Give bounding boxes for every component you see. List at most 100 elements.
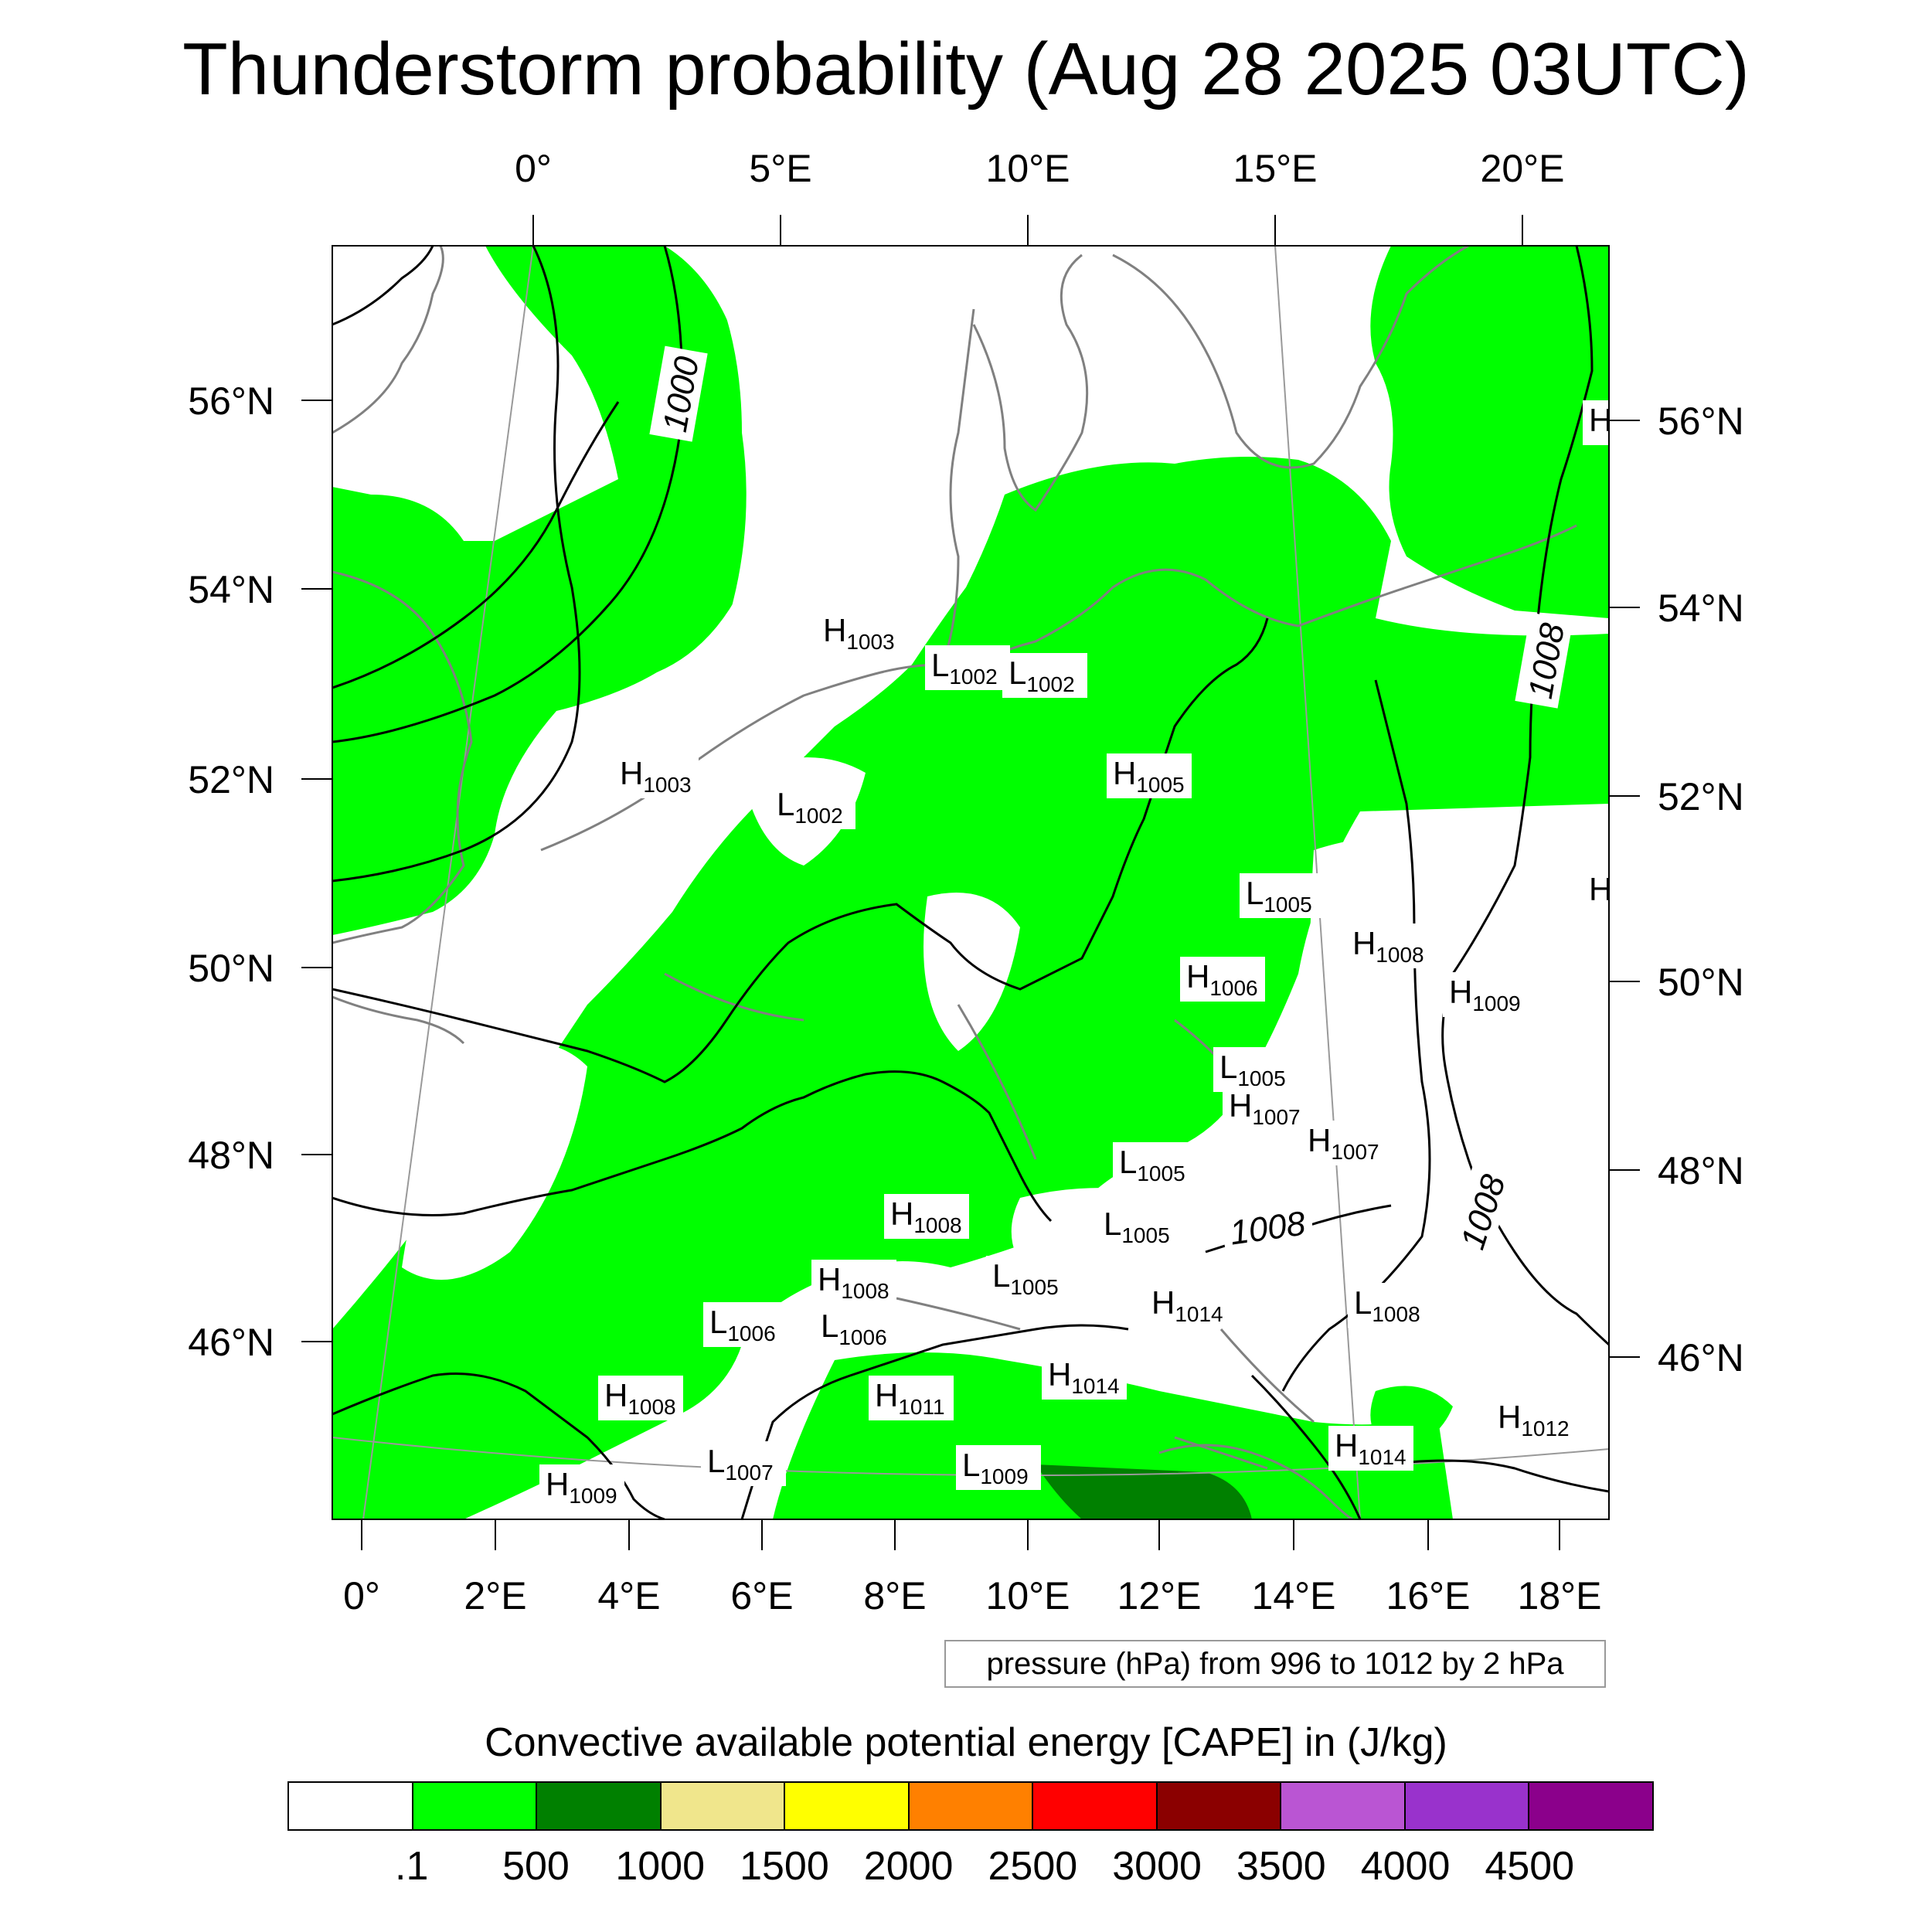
high-pressure-label: H1005 (1107, 753, 1192, 798)
high-pressure-label: H1014 (1042, 1355, 1127, 1400)
low-pressure-label: L1006 (703, 1302, 788, 1347)
colorbar-label: 3500 (1236, 1844, 1326, 1889)
bottom-axis-labels: 0° 2°E 4°E 6°E 8°E 10°E 12°E 14°E 16°E 1… (343, 1574, 1601, 1617)
bottom-tick-label: 2°E (464, 1574, 526, 1617)
label-backdrop (1213, 1047, 1298, 1092)
low-pressure-label: L1005 (1240, 873, 1325, 918)
low-pressure-label: L1002 (925, 645, 1010, 690)
label-backdrop (598, 1376, 683, 1420)
colorbar-label: 4000 (1360, 1844, 1451, 1889)
coast-britain (332, 246, 473, 1045)
colorbar-label: 3000 (1112, 1844, 1202, 1889)
cape-region-medium (1036, 1464, 1252, 1519)
bottom-tick-label: 0° (343, 1574, 380, 1617)
right-tick-label: 52°N (1658, 775, 1744, 818)
bottom-tick-label: 10°E (986, 1574, 1070, 1617)
colorbar-title: Convective available potential energy [C… (485, 1720, 1447, 1765)
high-pressure-label: H1008 (598, 1376, 683, 1420)
label-backdrop (1042, 1355, 1127, 1400)
bottom-tick-label: 14°E (1252, 1574, 1336, 1617)
colorbar-swatch (785, 1783, 910, 1829)
colorbar-label: 4500 (1485, 1844, 1575, 1889)
colorbar-swatch (1281, 1783, 1406, 1829)
colorbar-swatch (537, 1783, 662, 1829)
left-axis (301, 400, 332, 1342)
label-backdrop (1113, 1142, 1198, 1187)
left-tick-label: 56°N (188, 379, 274, 423)
isobar-north-2 (332, 246, 434, 326)
high-pressure-label: H1009 (1443, 972, 1528, 1017)
top-tick-label: 0° (515, 147, 552, 190)
colorbar-label: 2000 (863, 1844, 954, 1889)
low-pressure-label: L1002 (1002, 653, 1087, 698)
isobars (332, 246, 1609, 1519)
label-backdrop (811, 1260, 896, 1304)
clear-pocket-netherlands (696, 246, 962, 655)
top-tick-label: 10°E (986, 147, 1070, 190)
label-backdrop (1180, 957, 1265, 1002)
label-backdrop (986, 1256, 1071, 1301)
colorbar-label: 500 (502, 1844, 570, 1889)
colorbar-swatch (289, 1783, 413, 1829)
bottom-tick-label: 12°E (1117, 1574, 1202, 1617)
label-backdrop (1348, 1283, 1433, 1328)
right-tick-label: 54°N (1658, 587, 1744, 630)
isobar-mid-2 (332, 1070, 1053, 1223)
label-backdrop (703, 1302, 788, 1347)
label-backdrop (1002, 653, 1087, 698)
low-pressure-label: L1005 (1097, 1204, 1182, 1249)
low-pressure-label: L1006 (815, 1306, 900, 1351)
high-pressure-label: H1008 (1346, 923, 1431, 968)
high-pressure-label: H1012 (1492, 1397, 1577, 1442)
label-backdrop (1145, 1283, 1230, 1328)
label-backdrop (1346, 923, 1431, 968)
colorbar-label: 1500 (740, 1844, 829, 1889)
isobar-south-1 (332, 1372, 665, 1519)
high-pressure-label: H1008 (811, 1260, 896, 1304)
colorbar-swatch (1405, 1783, 1530, 1829)
high-pressure-label: H1011 (869, 1376, 954, 1420)
isobar-1008-far-east (1441, 246, 1609, 1346)
right-axis-labels: 56°N 54°N 52°N 50°N 48°N 46°N (1658, 400, 1744, 1379)
pressure-contour-note: pressure (hPa) from 996 to 1012 by 2 hPa (944, 1640, 1606, 1688)
label-backdrop (539, 1464, 624, 1509)
colorbar-swatch (413, 1783, 538, 1829)
colorbar-swatch (1529, 1783, 1653, 1829)
low-pressure-label: L1008 (1348, 1283, 1433, 1328)
high-pressure-label: H (1583, 400, 1609, 445)
colorbar-label: 2500 (988, 1844, 1078, 1889)
label-backdrop (614, 753, 699, 798)
label-backdrop (956, 1445, 1041, 1490)
high-pressure-label: H1008 (884, 1194, 969, 1239)
clear-pocket-bavaria (923, 893, 1020, 1051)
low-pressure-label: L1009 (956, 1445, 1041, 1490)
left-axis-labels: 56°N 54°N 52°N 50°N 48°N 46°N (188, 379, 274, 1364)
cape-region-northeast (1370, 246, 1609, 618)
bottom-tick-label: 4°E (597, 1574, 660, 1617)
label-backdrop (1223, 1086, 1308, 1131)
cape-region-north-sea (332, 246, 756, 935)
label-backdrop (770, 784, 855, 829)
colorbar-labels: .1 500 1000 1500 2000 2500 3000 3500 4000 4500 (287, 1839, 1654, 1893)
top-tick-label: 5°E (749, 147, 811, 190)
colorbar (287, 1781, 1654, 1831)
label-backdrop (884, 1194, 969, 1239)
label-backdrop (1492, 1397, 1577, 1442)
colorbar-label: 1000 (615, 1844, 706, 1889)
label-backdrop (1107, 753, 1192, 798)
left-tick-label: 46°N (188, 1321, 274, 1364)
high-pressure-label: H (1583, 869, 1609, 914)
isobar-1008-east (1281, 679, 1431, 1392)
high-pressure-label: H1007 (1301, 1121, 1386, 1165)
pressure-center-text: L1005 (1119, 1144, 1185, 1185)
pressure-center-text: L1002 (777, 786, 843, 828)
low-pressure-label: L1005 (986, 1256, 1071, 1301)
bottom-tick-label: 16°E (1386, 1574, 1471, 1617)
high-pressure-label: H1009 (539, 1464, 624, 1509)
label-backdrop (815, 1306, 900, 1351)
high-pressure-label: H1014 (1328, 1426, 1413, 1471)
top-axis-labels: 0° 5°E 10°E 15°E 20°E (515, 147, 1564, 190)
top-tick-label: 20°E (1481, 147, 1565, 190)
bottom-axis (361, 1519, 1560, 1550)
